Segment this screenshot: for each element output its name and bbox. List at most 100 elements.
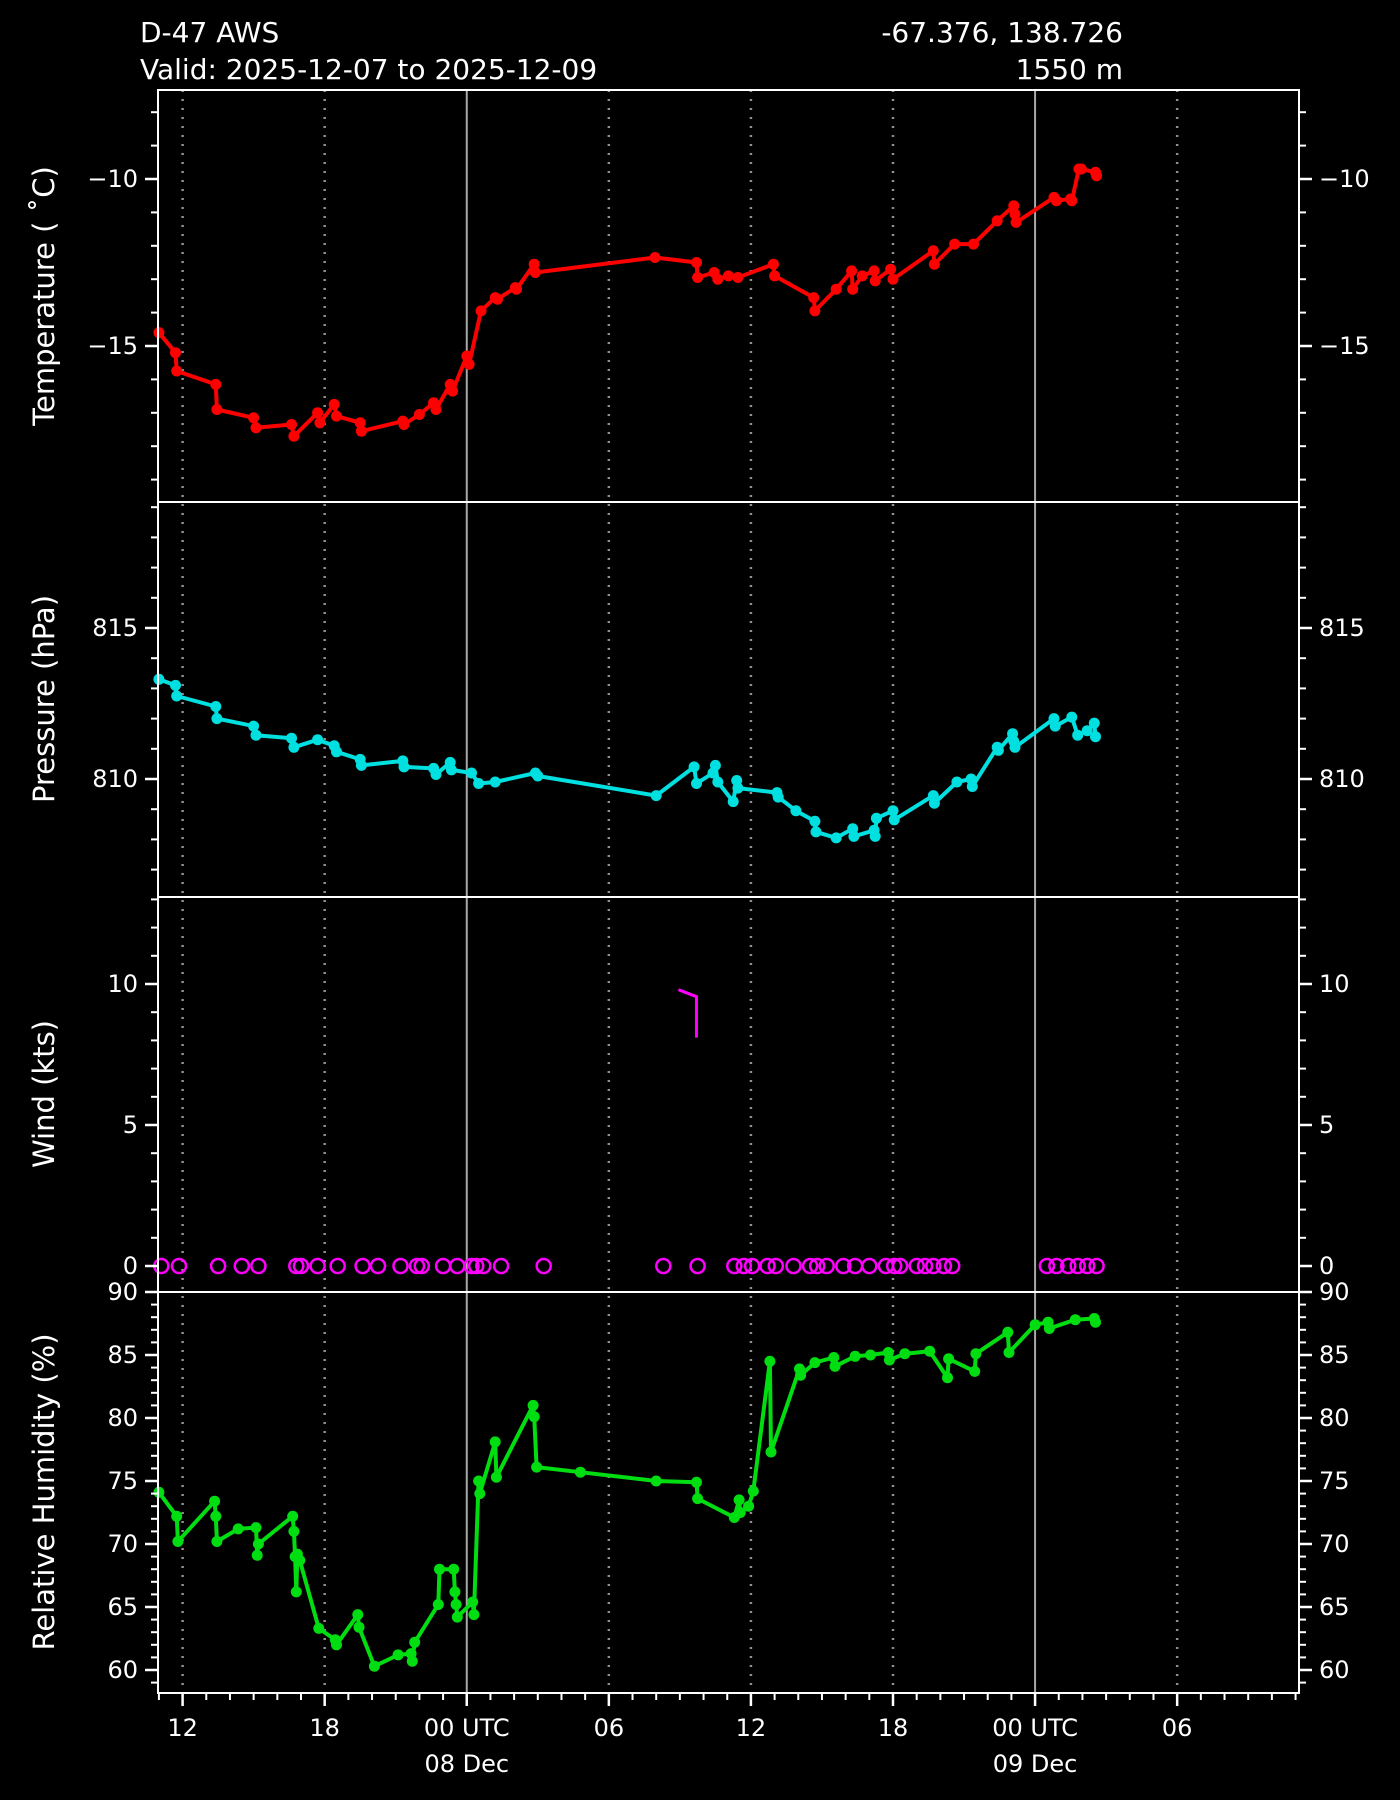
calm-wind-circle (908, 1257, 925, 1275)
calm-wind-circle (925, 1257, 942, 1275)
relative_humidity-ytick-label-right: 65 (1319, 1593, 1350, 1621)
wind-panel-frame (157, 896, 1300, 1293)
relative_humidity-line (156, 1316, 1098, 1669)
relative_humidity-point (232, 1523, 244, 1535)
pressure-point (331, 746, 342, 758)
relative_humidity-ytick-label-left: 65 (107, 1593, 138, 1621)
calm-wind-circle (801, 1257, 819, 1275)
calm-wind-circle (735, 1257, 753, 1275)
temperature-point (511, 283, 522, 295)
calm-wind-circle (170, 1257, 188, 1275)
relative_humidity-point (899, 1348, 911, 1360)
temperature-point (210, 378, 222, 390)
temperature-ytick-label-right: −10 (1319, 165, 1370, 193)
relative_humidity-point (209, 1495, 221, 1507)
relative_humidity-point (764, 1355, 776, 1367)
wind-series (153, 988, 1105, 1275)
valid-range: Valid: 2025-12-07 to 2025-12-09 (140, 53, 598, 86)
pressure-point (288, 741, 300, 753)
calm-wind-circle (408, 1257, 426, 1275)
relative_humidity-point (171, 1510, 183, 1522)
temperature-point (447, 385, 459, 397)
pressure-point (398, 761, 410, 773)
calm-wind-circle (885, 1257, 903, 1275)
temperature-point (885, 263, 897, 275)
temperature-line (156, 167, 1099, 439)
calm-wind-circle (1048, 1257, 1065, 1275)
temperature-point (461, 350, 473, 362)
calm-wind-circle (354, 1257, 371, 1275)
pressure-point (870, 812, 882, 824)
relative_humidity-point (432, 1599, 444, 1610)
calm-wind-circle (309, 1257, 326, 1275)
temperature-point (1010, 216, 1022, 228)
temperature-point (288, 430, 300, 442)
temperature-point (1091, 170, 1103, 182)
pressure-point (466, 767, 477, 779)
calm-wind-circle (288, 1257, 305, 1275)
relative_humidity-point (691, 1476, 702, 1488)
pressure-point (211, 713, 223, 725)
wind-ytick-label-right: 10 (1319, 970, 1350, 998)
calm-wind-circle (891, 1257, 909, 1275)
relative_humidity-point (527, 1399, 539, 1411)
relative_humidity-point (970, 1348, 982, 1360)
relative_humidity-ytick-label-right: 90 (1319, 1278, 1350, 1306)
frames-and-ticks (145, 89, 1312, 1706)
pressure-point (992, 744, 1004, 756)
temperature-point (492, 293, 503, 305)
pressure-point (951, 776, 963, 788)
temperature-point (250, 422, 262, 434)
temperature-point (170, 347, 181, 359)
calm-wind-circle (463, 1257, 480, 1275)
temperature-point (312, 407, 324, 419)
wind-barb (677, 988, 698, 1038)
pressure-point (772, 791, 784, 803)
pressure-point (489, 776, 501, 788)
relative_humidity-ytick-label-left: 80 (107, 1404, 138, 1432)
pressure-point (1072, 729, 1084, 741)
temperature-point (1009, 208, 1021, 220)
station-coordinates: -67.376, 138.726 (881, 16, 1123, 49)
gridlines (181, 90, 1179, 1693)
temperature-panel-frame (157, 89, 1300, 503)
calm-wind-circle (209, 1257, 227, 1275)
relative_humidity-point (313, 1622, 325, 1634)
pressure-point (790, 805, 802, 817)
temperature-point (968, 238, 979, 250)
temperature-point (1008, 200, 1020, 212)
temperature-point (809, 305, 821, 317)
relative_humidity-point (448, 1563, 460, 1575)
relative_humidity-point (290, 1586, 302, 1598)
temperature-point (248, 412, 260, 424)
relative_humidity-point (829, 1360, 841, 1372)
temperature-ytick-label-left: −10 (87, 165, 138, 193)
relative_humidity-point (531, 1461, 543, 1473)
pressure-point (688, 761, 700, 773)
relative_humidity-point (210, 1510, 222, 1522)
relative_humidity-ytick-label-right: 75 (1319, 1467, 1350, 1495)
relative_humidity-point (251, 1549, 263, 1561)
calm-wind-circle (467, 1257, 485, 1275)
temperature-point (847, 283, 859, 295)
relative_humidity-point (865, 1349, 876, 1361)
wind-ytick-label-right: 0 (1319, 1252, 1334, 1280)
pressure-point (810, 826, 822, 838)
pressure-point (887, 805, 899, 817)
calm-wind-circle (743, 1257, 761, 1275)
temperature-point (927, 245, 939, 257)
calm-wind-circle (413, 1257, 431, 1275)
xtick-label: 12 (167, 1714, 198, 1742)
temperature-point (830, 283, 842, 295)
relative_humidity-point (468, 1609, 480, 1621)
relative_humidity-point (765, 1446, 777, 1458)
relative_humidity-ytick-label-left: 70 (107, 1530, 138, 1558)
pressure-point (1066, 711, 1078, 723)
temperature-point (991, 215, 1003, 227)
pressure-point (210, 701, 222, 712)
temperature-point (1075, 163, 1087, 175)
temperature-point (529, 267, 541, 278)
pressure-point (248, 720, 260, 732)
calm-wind-circle (1078, 1257, 1096, 1275)
